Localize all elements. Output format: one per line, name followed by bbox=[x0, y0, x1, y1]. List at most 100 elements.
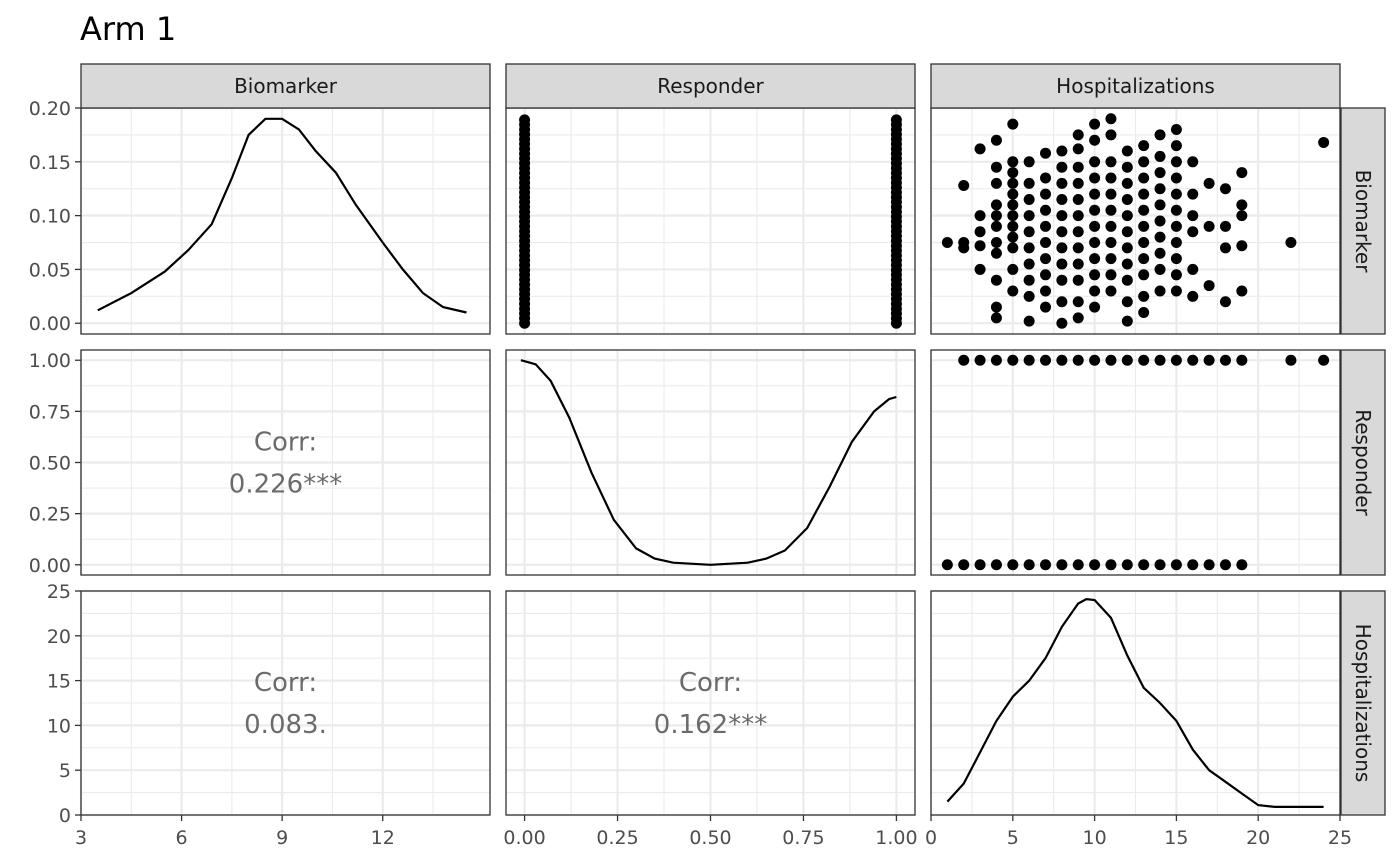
scatter-point bbox=[1236, 559, 1248, 571]
corr-label: Corr: bbox=[254, 428, 317, 458]
x-tick-label: 20 bbox=[1246, 827, 1270, 849]
density-curve bbox=[520, 359, 897, 566]
scatter-point bbox=[1056, 258, 1068, 270]
top-strips: Biomarker Responder Hospitalizations bbox=[80, 63, 1341, 109]
scatter-point bbox=[1219, 559, 1231, 571]
scatter-point bbox=[1236, 210, 1248, 222]
scatter-point bbox=[1138, 140, 1150, 152]
scatter-point bbox=[1138, 237, 1150, 249]
scatter-point bbox=[1138, 220, 1150, 232]
panel-0-1 bbox=[505, 106, 916, 335]
scatter-point bbox=[974, 263, 986, 275]
scatter-point bbox=[1072, 129, 1084, 141]
scatter-point bbox=[990, 161, 1002, 173]
scatter-point bbox=[1121, 161, 1133, 173]
scatter-point bbox=[1007, 177, 1019, 189]
scatter-point bbox=[1007, 118, 1019, 130]
scatter-point bbox=[1056, 354, 1068, 366]
scatter-point bbox=[990, 134, 1002, 146]
scatter-point bbox=[890, 114, 902, 126]
x-axis-ticks: 3 6 9 12 0.00 0.25 0.50 0.75 1.00 0 5 10 15 20 25 bbox=[75, 815, 1352, 849]
scatter-point bbox=[1056, 145, 1068, 157]
scatter-point bbox=[1072, 177, 1084, 189]
scatter-point bbox=[974, 210, 986, 222]
scatter-point bbox=[1170, 188, 1182, 200]
scatter-point bbox=[1023, 226, 1035, 238]
scatter-point bbox=[1007, 285, 1019, 297]
y-tick-label: 20 bbox=[47, 626, 71, 648]
y-tick-label: 0.15 bbox=[29, 152, 71, 174]
scatter-point bbox=[990, 301, 1002, 313]
scatter-point bbox=[1023, 354, 1035, 366]
scatter-point bbox=[974, 240, 986, 252]
scatter-point bbox=[990, 559, 1002, 571]
scatter-point bbox=[1187, 263, 1199, 275]
scatter-point bbox=[1056, 274, 1068, 286]
scatter-point bbox=[1154, 150, 1166, 162]
scatter-point bbox=[974, 143, 986, 155]
scatter-point bbox=[1203, 280, 1215, 292]
scatter-point bbox=[1007, 354, 1019, 366]
y-axis-ticks: 0.00 0.05 0.10 0.15 0.20 0.00 0.25 0.50 0.75 1.00… bbox=[29, 98, 81, 827]
panel-border bbox=[930, 590, 1341, 816]
scatter-point bbox=[1236, 354, 1248, 366]
scatter-point bbox=[1040, 285, 1052, 297]
scatter-point bbox=[1236, 199, 1248, 211]
scatter-point bbox=[1023, 559, 1035, 571]
scatter-point bbox=[519, 114, 531, 126]
scatter-point bbox=[1203, 177, 1215, 189]
scatter-point bbox=[1040, 354, 1052, 366]
scatter-point bbox=[1023, 258, 1035, 270]
scatter-point bbox=[1072, 258, 1084, 270]
corr-value: 0.083. bbox=[244, 710, 327, 740]
scatter-point bbox=[1170, 269, 1182, 281]
scatter-point bbox=[941, 237, 953, 249]
scatter-point bbox=[1154, 285, 1166, 297]
y-tick-label: 10 bbox=[47, 715, 71, 737]
scatter-point bbox=[1089, 253, 1101, 265]
scatter-point bbox=[1007, 167, 1019, 179]
y-tick-label: 15 bbox=[47, 671, 71, 693]
scatter-point bbox=[1170, 172, 1182, 184]
scatter-point bbox=[1170, 354, 1182, 366]
scatter-point bbox=[1105, 156, 1117, 168]
panel-border bbox=[80, 590, 491, 816]
strip-top-label: Responder bbox=[657, 74, 764, 98]
scatter-point bbox=[1105, 113, 1117, 125]
strip-top-box bbox=[505, 63, 916, 109]
scatter-point bbox=[1154, 183, 1166, 195]
panel-background bbox=[81, 108, 490, 334]
scatter-point bbox=[1154, 231, 1166, 243]
scatter-point bbox=[1072, 242, 1084, 254]
panel-2-0: Corr: 0.083. bbox=[79, 589, 491, 817]
x-tick-label: 6 bbox=[176, 827, 188, 849]
strip-right-label: Biomarker bbox=[1351, 170, 1375, 274]
scatter-point bbox=[1089, 354, 1101, 366]
scatter-point bbox=[1187, 188, 1199, 200]
scatter-point bbox=[1072, 161, 1084, 173]
scatter-point bbox=[1040, 237, 1052, 249]
scatter-point bbox=[1121, 145, 1133, 157]
scatter-point bbox=[1023, 177, 1035, 189]
panel-2-1: Corr: 0.162*** bbox=[505, 589, 916, 817]
x-tick-label: 12 bbox=[371, 827, 395, 849]
scatter-point bbox=[1138, 306, 1150, 318]
scatter-point bbox=[1072, 312, 1084, 324]
scatter-point bbox=[1187, 290, 1199, 302]
corr-label: Corr: bbox=[679, 668, 742, 698]
scatter-point bbox=[1007, 199, 1019, 211]
strip-right-box bbox=[1340, 349, 1386, 576]
scatter-point bbox=[974, 354, 986, 366]
x-tick-label: 0.75 bbox=[782, 827, 824, 849]
strip-top-label: Biomarker bbox=[234, 74, 338, 98]
scatter-point bbox=[990, 237, 1002, 249]
scatter-point bbox=[1040, 253, 1052, 265]
scatter-point bbox=[1121, 258, 1133, 270]
x-tick-label: 15 bbox=[1164, 827, 1188, 849]
scatter-point bbox=[1219, 354, 1231, 366]
scatter-point bbox=[1203, 220, 1215, 232]
scatter-point bbox=[1170, 237, 1182, 249]
scatter-point bbox=[1072, 210, 1084, 222]
corr-value: 0.162*** bbox=[654, 710, 767, 740]
